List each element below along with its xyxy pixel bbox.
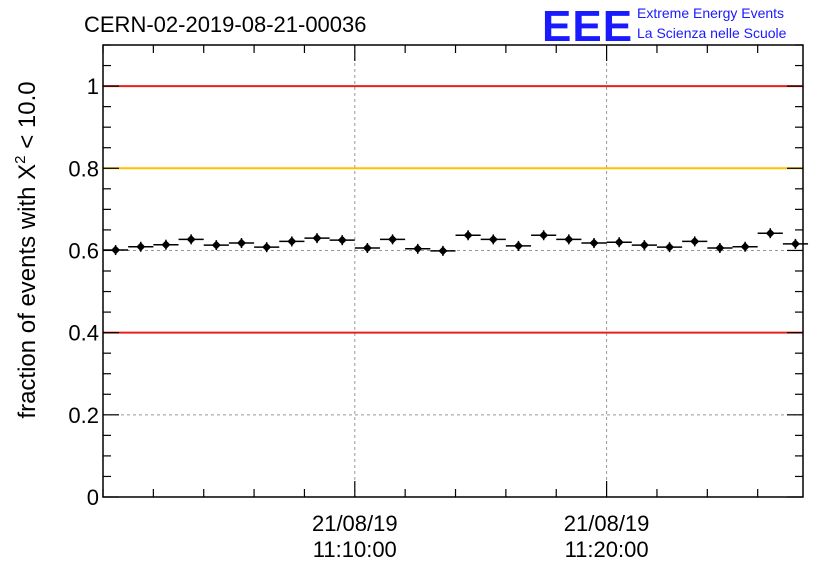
data-point [707, 242, 733, 253]
data-point-marker [262, 242, 272, 252]
logo-line-2: La Scienza nelle Scuole [637, 25, 787, 41]
data-point-marker [715, 243, 725, 253]
y-axis-label-prefix: fraction of events with [14, 180, 41, 419]
data-point-marker [438, 246, 448, 256]
data-point [178, 234, 204, 245]
logo-line-1: Extreme Energy Events [637, 5, 784, 21]
data-point-marker [690, 236, 700, 246]
data-point-marker [236, 238, 246, 248]
x-tick-label-date: 21/08/19 [564, 511, 650, 536]
data-point-marker [665, 242, 675, 252]
data-point [581, 238, 607, 249]
data-point-marker [539, 230, 549, 240]
eee-logo: EEE Extreme Energy Events La Scienza nel… [542, 2, 787, 51]
y-tick-label: 0.2 [68, 403, 99, 428]
data-point [757, 228, 783, 239]
data-point [153, 239, 179, 250]
data-point-marker [362, 243, 372, 253]
data-point [279, 236, 305, 247]
data-point [656, 242, 683, 253]
y-tick-label: 0.6 [68, 238, 99, 263]
data-point [480, 234, 506, 245]
data-point-marker [790, 239, 800, 249]
data-point [556, 234, 582, 245]
data-point-marker [639, 240, 649, 250]
data-point-marker [513, 241, 523, 251]
y-axis-label-symbol: Χ [14, 164, 41, 180]
data-point-marker [186, 234, 196, 244]
data-point-marker [337, 235, 347, 245]
data-point-marker [312, 233, 322, 243]
y-tick-label: 0 [87, 485, 99, 510]
data-point-marker [287, 236, 297, 246]
data-point [228, 238, 255, 249]
data-point-marker [413, 244, 423, 254]
data-point-marker [136, 242, 146, 252]
data-point [455, 230, 481, 241]
y-axis-label: fraction of events with Χ2 < 10.0 [12, 81, 41, 418]
data-point [732, 241, 758, 252]
data-point [203, 240, 229, 251]
chart-title: CERN-02-2019-08-21-00036 [84, 12, 367, 37]
data-point [354, 242, 380, 253]
y-tick-label: 0.4 [68, 321, 99, 346]
axis-ticks [102, 44, 803, 498]
data-points [103, 228, 809, 256]
y-tick-labels: 0 0.2 0.4 0.6 0.8 1 [68, 74, 99, 510]
grid [103, 45, 803, 497]
x-tick-label-time: 11:20:00 [565, 537, 649, 562]
y-tick-label: 0.8 [68, 156, 99, 181]
data-point-marker [488, 234, 498, 244]
data-point-marker [463, 230, 473, 240]
data-point [304, 233, 330, 244]
reference-lines [103, 85, 803, 334]
data-point-marker [589, 238, 599, 248]
x-tick-label-time: 11:10:00 [313, 537, 397, 562]
y-axis-label-suffix: < 10.0 [14, 81, 41, 155]
data-point [631, 240, 657, 251]
data-point [430, 245, 456, 256]
data-point [682, 236, 708, 247]
logo-text: EEE [542, 2, 633, 51]
x-tick-label-date: 21/08/19 [312, 511, 398, 536]
data-point-marker [765, 228, 775, 238]
data-point-marker [564, 234, 574, 244]
data-point [405, 243, 431, 254]
data-point-marker [161, 240, 171, 250]
data-point [128, 241, 154, 252]
data-point-marker [211, 240, 221, 250]
data-point [782, 238, 809, 249]
y-tick-label: 1 [87, 74, 99, 99]
data-point [254, 242, 280, 253]
data-point [606, 237, 632, 248]
plot-frame [102, 44, 804, 498]
data-point [505, 240, 532, 251]
data-point [379, 234, 406, 245]
data-point-marker [614, 237, 624, 247]
data-point-marker [740, 242, 750, 252]
data-point [329, 235, 355, 246]
y-axis-label-superscript: 2 [12, 155, 29, 163]
data-point [531, 230, 557, 241]
data-point-marker [388, 234, 398, 244]
